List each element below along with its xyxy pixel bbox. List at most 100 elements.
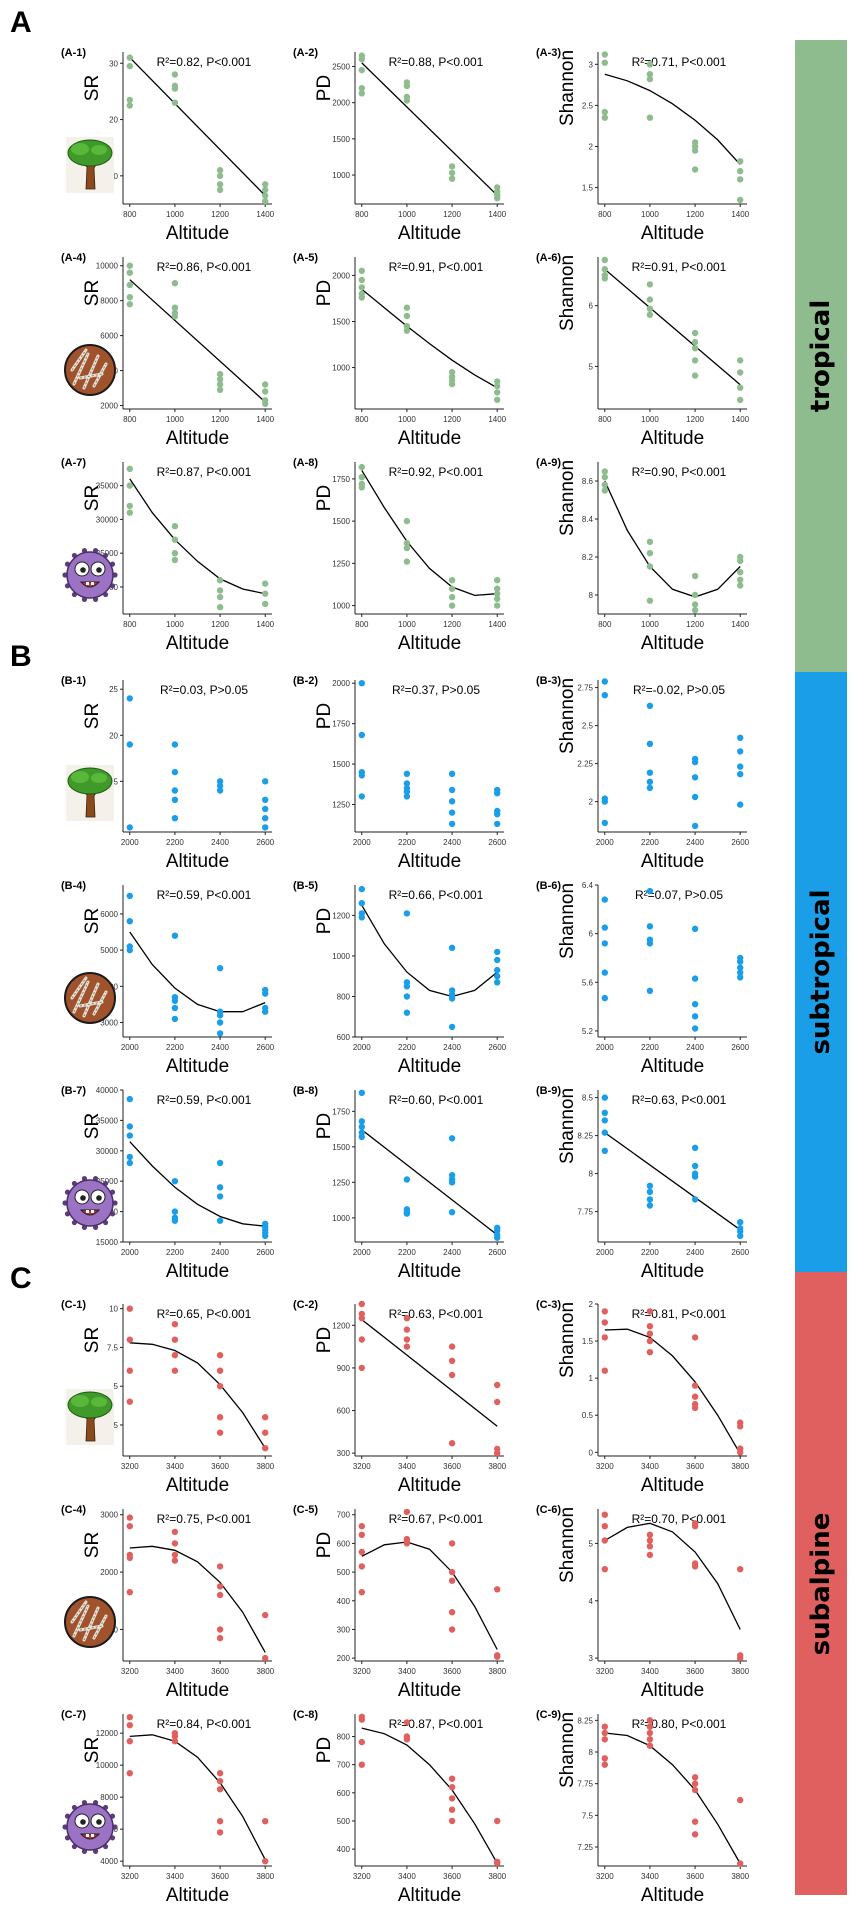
data-point [647, 988, 653, 994]
y-tick-label: 600 [337, 1789, 351, 1798]
y-axis-label: SR [82, 280, 103, 306]
data-point [217, 181, 223, 187]
y-tick-label: 900 [337, 1364, 351, 1373]
data-point [172, 71, 178, 77]
y-tick-label: 2000 [100, 1568, 118, 1577]
panel-id: (C-7) [61, 1709, 86, 1721]
data-point [647, 1338, 653, 1344]
x-axis-label: Altitude [398, 223, 461, 244]
data-point [647, 770, 653, 776]
x-tick-label: 800 [598, 415, 612, 424]
x-tick-label: 3400 [398, 1667, 416, 1676]
data-point [494, 195, 500, 201]
data-point [494, 949, 500, 955]
data-point [602, 1523, 608, 1529]
data-point [449, 602, 455, 608]
data-point [602, 1566, 608, 1572]
fit-line [130, 280, 265, 402]
y-axis-label: PD [314, 280, 335, 306]
y-tick-label: 40000 [96, 1086, 119, 1095]
x-tick-label: 1000 [398, 210, 416, 219]
y-tick-label: 2 [589, 1300, 594, 1309]
x-tick-label: 2600 [731, 1043, 749, 1052]
y-tick-label: 5.2 [582, 1027, 594, 1036]
data-point [449, 1135, 455, 1141]
data-point [647, 1717, 653, 1723]
data-point [172, 815, 178, 821]
y-tick-label: 1250 [332, 801, 350, 810]
data-point [692, 794, 698, 800]
fit-line [362, 1130, 497, 1235]
y-tick-label: 5000 [100, 946, 118, 955]
data-point [737, 577, 743, 583]
data-point [692, 926, 698, 932]
data-point [449, 809, 455, 815]
data-point [262, 401, 268, 407]
x-tick-label: 1000 [166, 620, 184, 629]
data-point [262, 1430, 268, 1436]
data-point [737, 1233, 743, 1239]
data-point [127, 1368, 133, 1374]
data-point [404, 1540, 410, 1546]
panel-A-9: 800 1000 1200 1400 8 8.2 8.4 8.6 Altitude Shannon… [535, 450, 755, 655]
y-tick-label: 10000 [96, 262, 119, 271]
x-tick-label: 1400 [256, 415, 274, 424]
data-point [404, 993, 410, 999]
panel-id: (C-8) [293, 1709, 318, 1721]
data-point [692, 1831, 698, 1837]
y-tick-label: 1250 [332, 1178, 350, 1187]
y-tick-label: 600 [337, 1407, 351, 1416]
x-tick-label: 3800 [488, 1667, 506, 1676]
data-point [449, 1440, 455, 1446]
y-tick-label: 15000 [96, 1238, 119, 1247]
data-point [359, 1589, 365, 1595]
y-tick-label: 1500 [332, 760, 350, 769]
y-tick-label: 30 [109, 59, 118, 68]
data-point [602, 109, 608, 115]
x-tick-label: 1200 [443, 620, 461, 629]
x-axis-label: Altitude [641, 428, 704, 449]
data-point [692, 1781, 698, 1787]
fungus-icon [65, 345, 115, 395]
x-tick-label: 1200 [211, 620, 229, 629]
data-point [647, 1331, 653, 1337]
data-point [404, 1736, 410, 1742]
y-tick-label: 2.5 [582, 722, 594, 731]
data-point [494, 973, 500, 979]
fit-line [362, 1542, 497, 1650]
stat-annotation: R²=0.63, P<0.001 [389, 1307, 484, 1321]
stat-annotation: R²=0.75, P<0.001 [157, 1512, 252, 1526]
x-tick-label: 2000 [596, 1043, 614, 1052]
data-point [359, 1739, 365, 1745]
data-point [647, 1736, 653, 1742]
x-tick-label: 1000 [166, 415, 184, 424]
data-point [692, 372, 698, 378]
y-tick-label: 20 [109, 116, 118, 125]
zone-bar-subalpine: subalpine [795, 1272, 847, 1895]
y-tick-label: 2.5 [582, 101, 594, 110]
panel-B-8: 2000 2200 2400 26001000125015001750Altitude… [292, 1078, 512, 1283]
y-tick-label: 700 [337, 1511, 351, 1520]
data-point [647, 1537, 653, 1543]
data-point [127, 294, 133, 300]
data-point [359, 1523, 365, 1529]
y-tick-label: 800 [337, 1733, 351, 1742]
x-tick-label: 3200 [596, 1462, 614, 1471]
x-tick-label: 3200 [121, 1667, 139, 1676]
data-point [262, 580, 268, 586]
data-point [217, 587, 223, 593]
fit-line [605, 1523, 740, 1629]
fit-line [605, 74, 740, 164]
data-point [262, 1655, 268, 1661]
x-tick-label: 2600 [256, 1043, 274, 1052]
data-point [647, 1543, 653, 1549]
y-axis-label: PD [314, 75, 335, 101]
stat-annotation: R²=0.81, P<0.001 [632, 1307, 727, 1321]
panel-id: (B-2) [293, 675, 318, 687]
fit-line [605, 481, 740, 597]
x-tick-label: 3200 [353, 1667, 371, 1676]
y-tick-label: 8.5 [582, 1094, 594, 1103]
data-point [647, 1743, 653, 1749]
data-point [737, 1797, 743, 1803]
x-tick-label: 800 [355, 415, 369, 424]
